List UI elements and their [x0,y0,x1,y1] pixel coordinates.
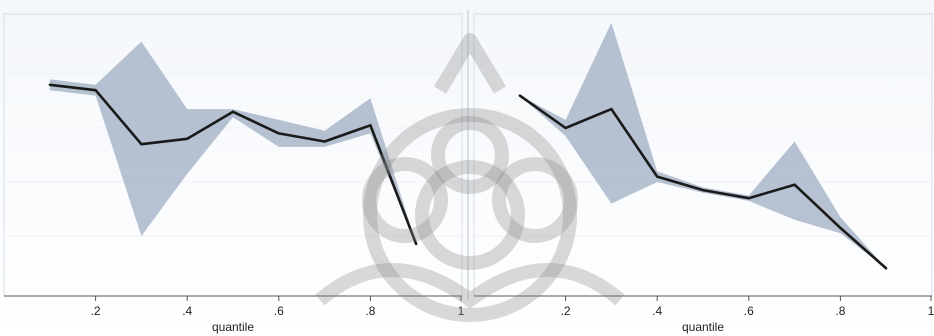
x-tick-label: .2 [561,304,571,318]
x-tick-label: 1 [928,304,934,318]
confidence-band [49,41,417,245]
x-tick-label: .4 [182,304,192,318]
x-tick-label: .8 [835,304,845,318]
data-point [323,140,326,143]
data-point [518,94,521,97]
data-point [94,89,97,92]
confidence-band [519,22,887,269]
x-tick-label: .2 [91,304,101,318]
data-point [839,226,842,230]
x-tick-label: .6 [744,304,754,318]
data-point [369,124,372,127]
x-tick-label: 1 [458,304,465,318]
data-point [140,143,143,146]
data-point [885,267,888,270]
data-point [656,175,659,178]
data-point [231,110,235,114]
x-tick-label: .6 [274,304,284,318]
chart-panel-2: .2 .4 .6 .8 1 quantile [473,13,934,334]
data-point [48,83,51,87]
x-tick-label: .8 [365,304,375,318]
data-point [186,137,189,140]
data-point [793,183,796,186]
data-point [747,197,750,200]
chart-panel-1: .2 .4 .6 .8 1 quantile [3,13,465,334]
x-axis-title: quantile [682,320,724,334]
watermark-ornament [315,33,625,322]
x-tick-label: .4 [652,304,662,318]
data-point [277,132,280,135]
data-point [610,107,613,111]
data-point [701,188,705,192]
data-point [564,126,567,130]
x-axis-title: quantile [212,320,254,334]
data-point [415,242,418,246]
